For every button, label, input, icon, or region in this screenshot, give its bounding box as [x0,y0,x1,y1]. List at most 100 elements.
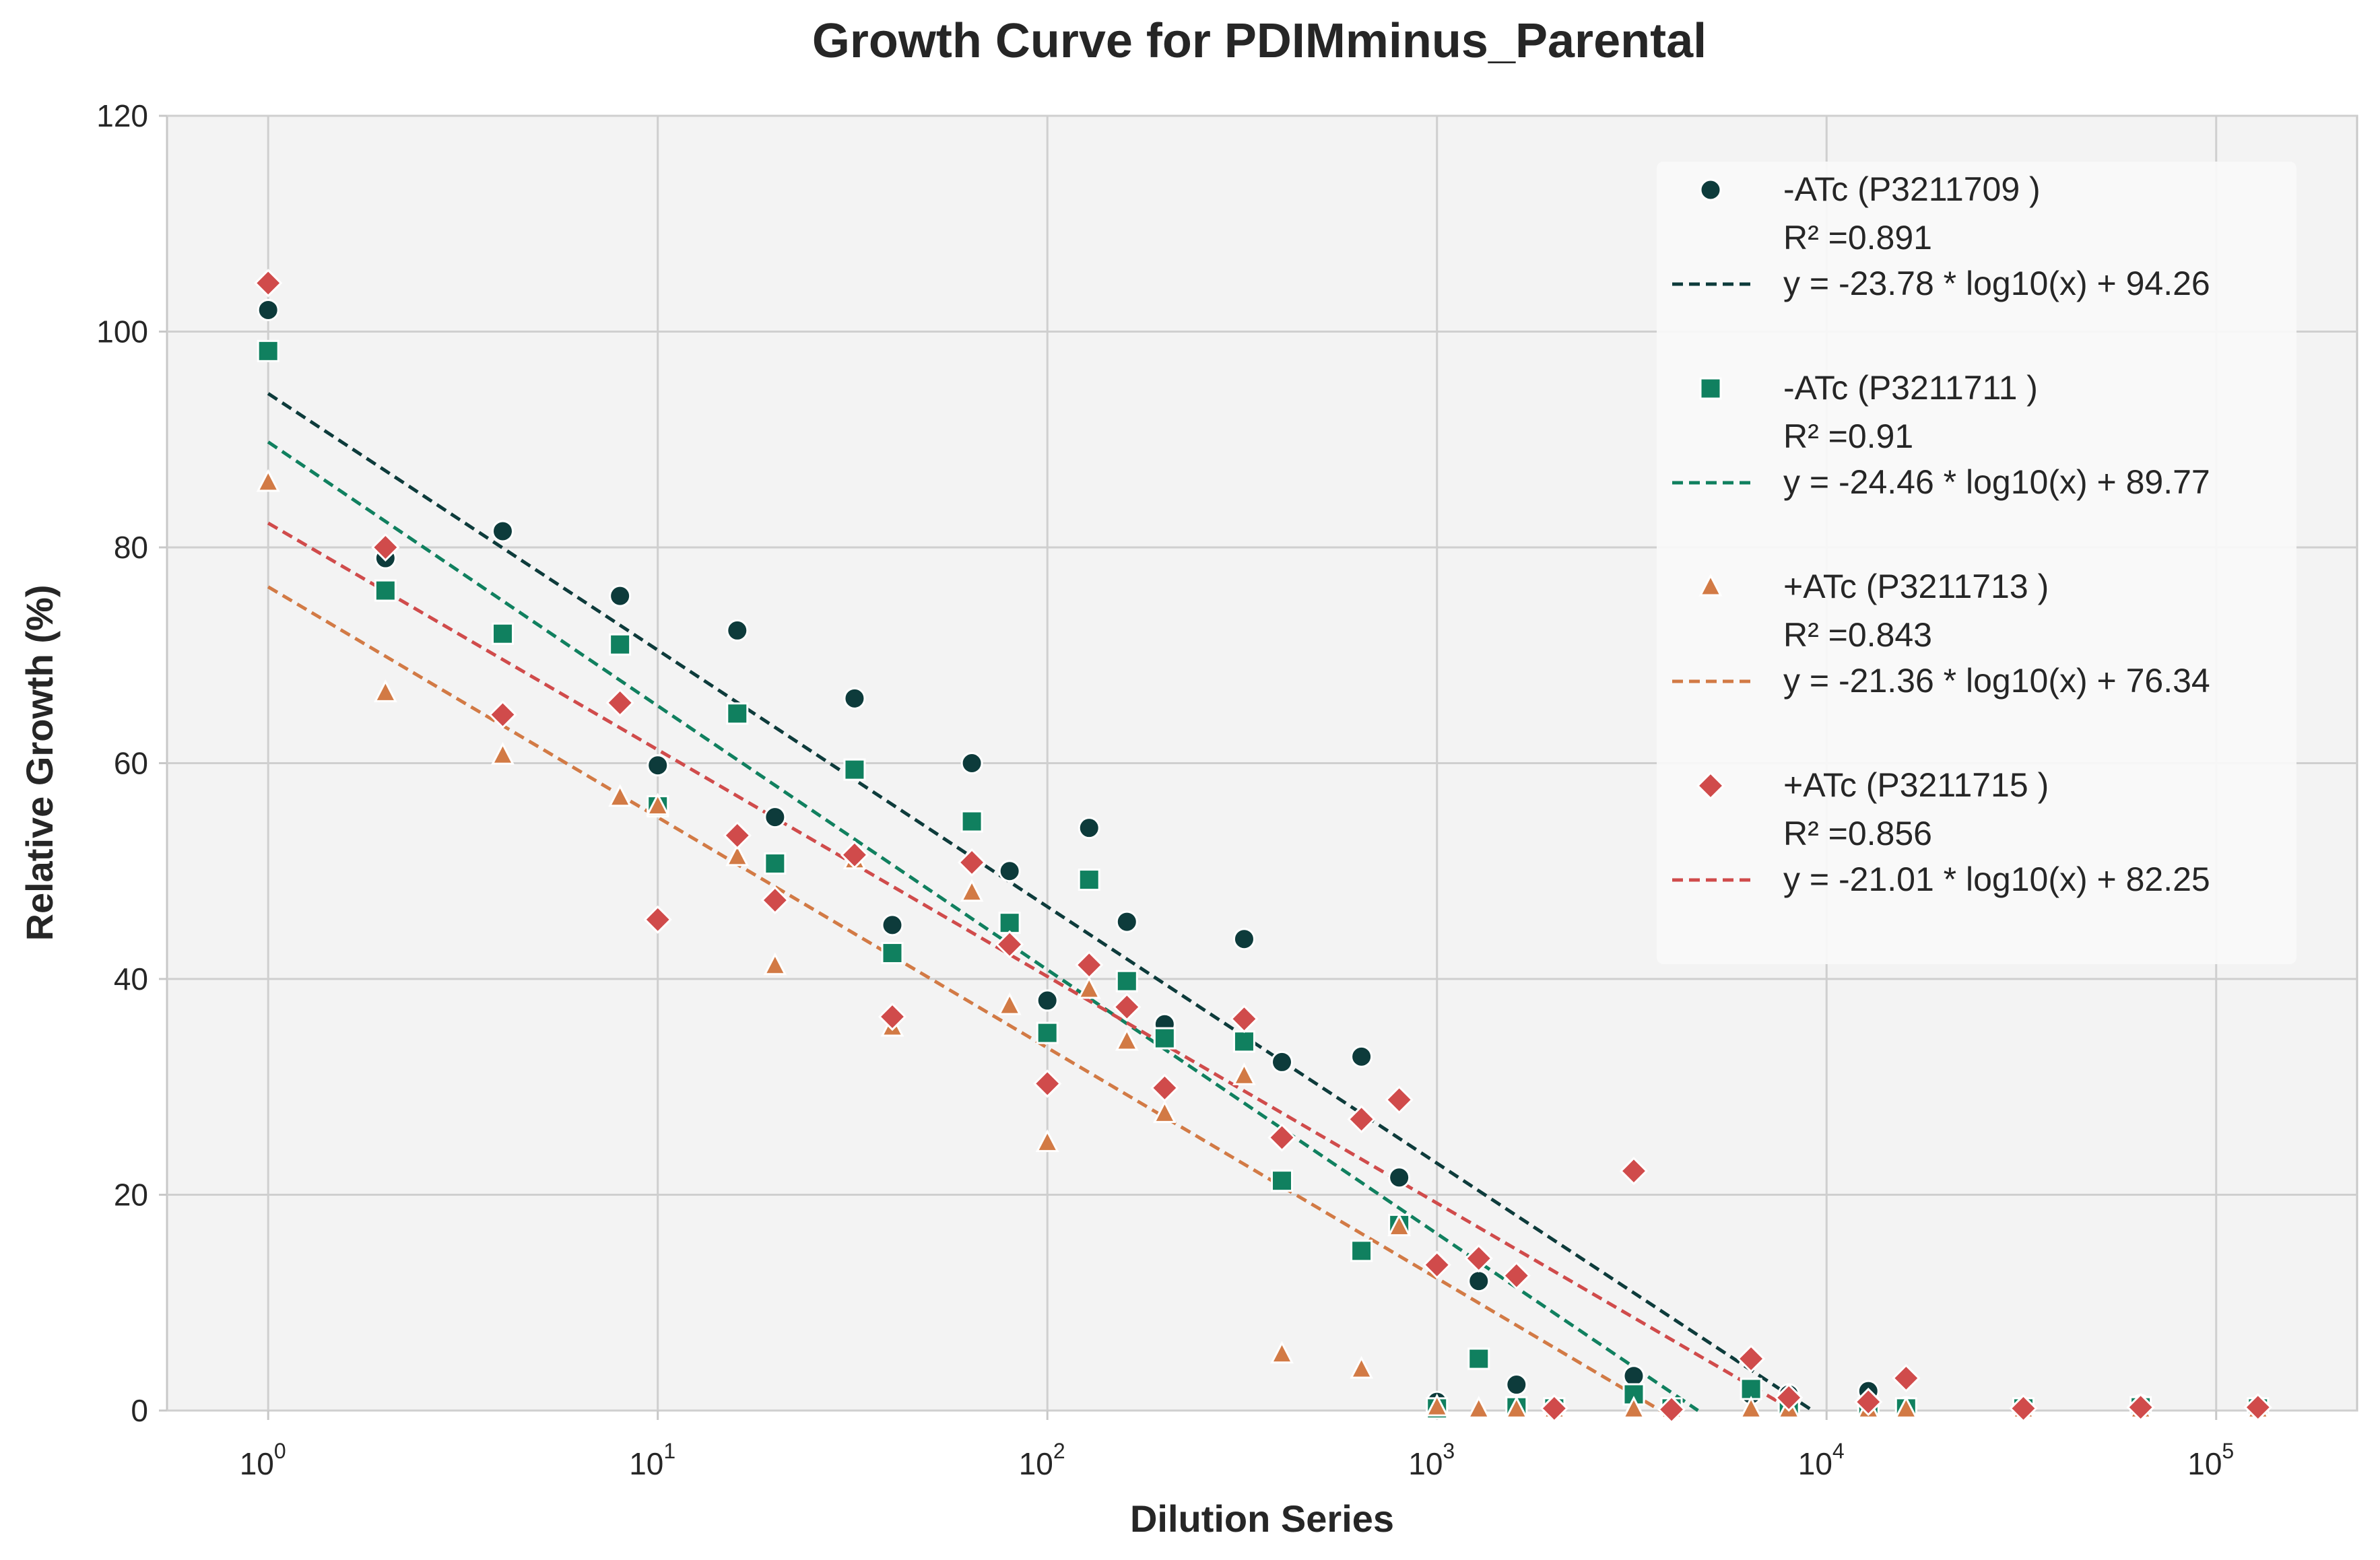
data-point [1113,992,1142,1021]
y-tick-label: 120 [96,98,148,133]
data-point [1078,817,1100,840]
data-point [1388,1166,1411,1189]
data-point [374,579,397,602]
data-point [960,752,983,774]
fit-line [267,440,1699,1413]
y-tick-label: 40 [114,961,148,996]
data-point [1385,1085,1414,1114]
data-point [1657,1395,1686,1424]
data-point [1347,1105,1376,1134]
data-point [1035,1129,1059,1153]
data-point [881,942,904,965]
data-point [491,742,515,765]
data-point [1775,1383,1804,1412]
data-point [643,905,672,934]
data-point [725,843,750,867]
x-tick-label: 104 [1798,1439,1845,1481]
data-point [609,633,632,656]
data-point [491,622,514,645]
data-point [1387,1213,1412,1237]
x-tick-label: 103 [1408,1439,1455,1481]
data-point [1115,910,1138,933]
x-axis-label: Dilution Series [1130,1497,1394,1540]
data-point [1619,1157,1649,1186]
data-point [256,469,280,492]
data-point [257,298,279,321]
data-point [764,806,787,829]
data-point [1350,1240,1373,1262]
data-point [723,821,752,850]
data-point [2126,1393,2155,1422]
data-point [764,852,787,875]
y-axis-ticks: 0 20 40 60 80 100 120 [96,98,167,1428]
data-point [1077,976,1101,999]
data-point [1854,1388,1883,1417]
data-point [1078,869,1100,891]
data-point [488,700,517,729]
data-point [1036,989,1059,1012]
x-tick-label: 102 [1019,1439,1065,1481]
legend-fit-equation: y = -23.78 * log10(x) + 94.26 [1783,265,2210,302]
chart-title: Growth Curve for PDIMminus_Parental [812,14,1707,68]
legend-series-name: -ATc (P3211709 ) [1783,170,2041,208]
data-point [1736,1344,1766,1374]
data-point [608,784,632,807]
data-point [1467,1270,1490,1293]
data-point [998,860,1021,883]
y-tick-label: 0 [131,1393,148,1428]
y-axis-label: Relative Growth (%) [18,585,61,941]
data-points [254,269,2272,1424]
data-point [1422,1250,1451,1279]
data-point [1270,1341,1294,1364]
data-point [1150,1073,1179,1102]
legend-fit-equation: y = -21.01 * log10(x) + 82.25 [1783,860,2210,898]
legend-r2: R² =0.856 [1783,815,1932,852]
data-point [995,930,1024,959]
data-point [1267,1123,1296,1152]
data-point [1464,1244,1493,1273]
data-point [1699,377,1722,400]
x-tick-label: 101 [629,1439,675,1481]
data-point [1505,1374,1528,1396]
data-point [960,810,983,833]
legend-box [1657,162,2296,964]
data-point [1540,1394,1568,1423]
y-tick-label: 80 [114,530,148,565]
data-point [1350,1045,1373,1068]
data-point [647,754,669,777]
data-point [1699,178,1722,201]
data-point [726,702,749,725]
data-point [609,584,632,607]
data-point [1232,928,1255,951]
data-point [371,533,400,562]
data-point [254,269,283,298]
legend-r2: R² =0.843 [1783,616,1932,654]
fit-line [267,521,1795,1413]
data-point [491,520,514,543]
data-point [1036,1021,1059,1044]
data-point [1698,573,1723,597]
data-point [1271,1169,1294,1192]
data-point [1425,1393,1449,1417]
y-tick-label: 60 [114,746,148,781]
data-point [257,339,279,362]
data-point [1153,1027,1176,1050]
legend-series-name: -ATc (P3211711 ) [1783,369,2038,407]
data-point [1696,771,1725,801]
legend-r2: R² =0.91 [1783,417,1913,455]
data-point [760,885,789,915]
data-point [1622,1365,1645,1388]
data-point [1075,951,1104,980]
data-point [1115,1027,1139,1051]
data-point [843,758,866,781]
data-point [881,914,904,937]
data-point [2009,1394,2038,1423]
data-point [2243,1393,2272,1422]
data-point [1115,970,1138,992]
data-point [1033,1069,1062,1098]
legend-series-name: +ATc (P3211715 ) [1783,766,2049,804]
data-point [1230,1005,1259,1033]
data-point [763,952,787,976]
data-point [1739,1396,1763,1419]
